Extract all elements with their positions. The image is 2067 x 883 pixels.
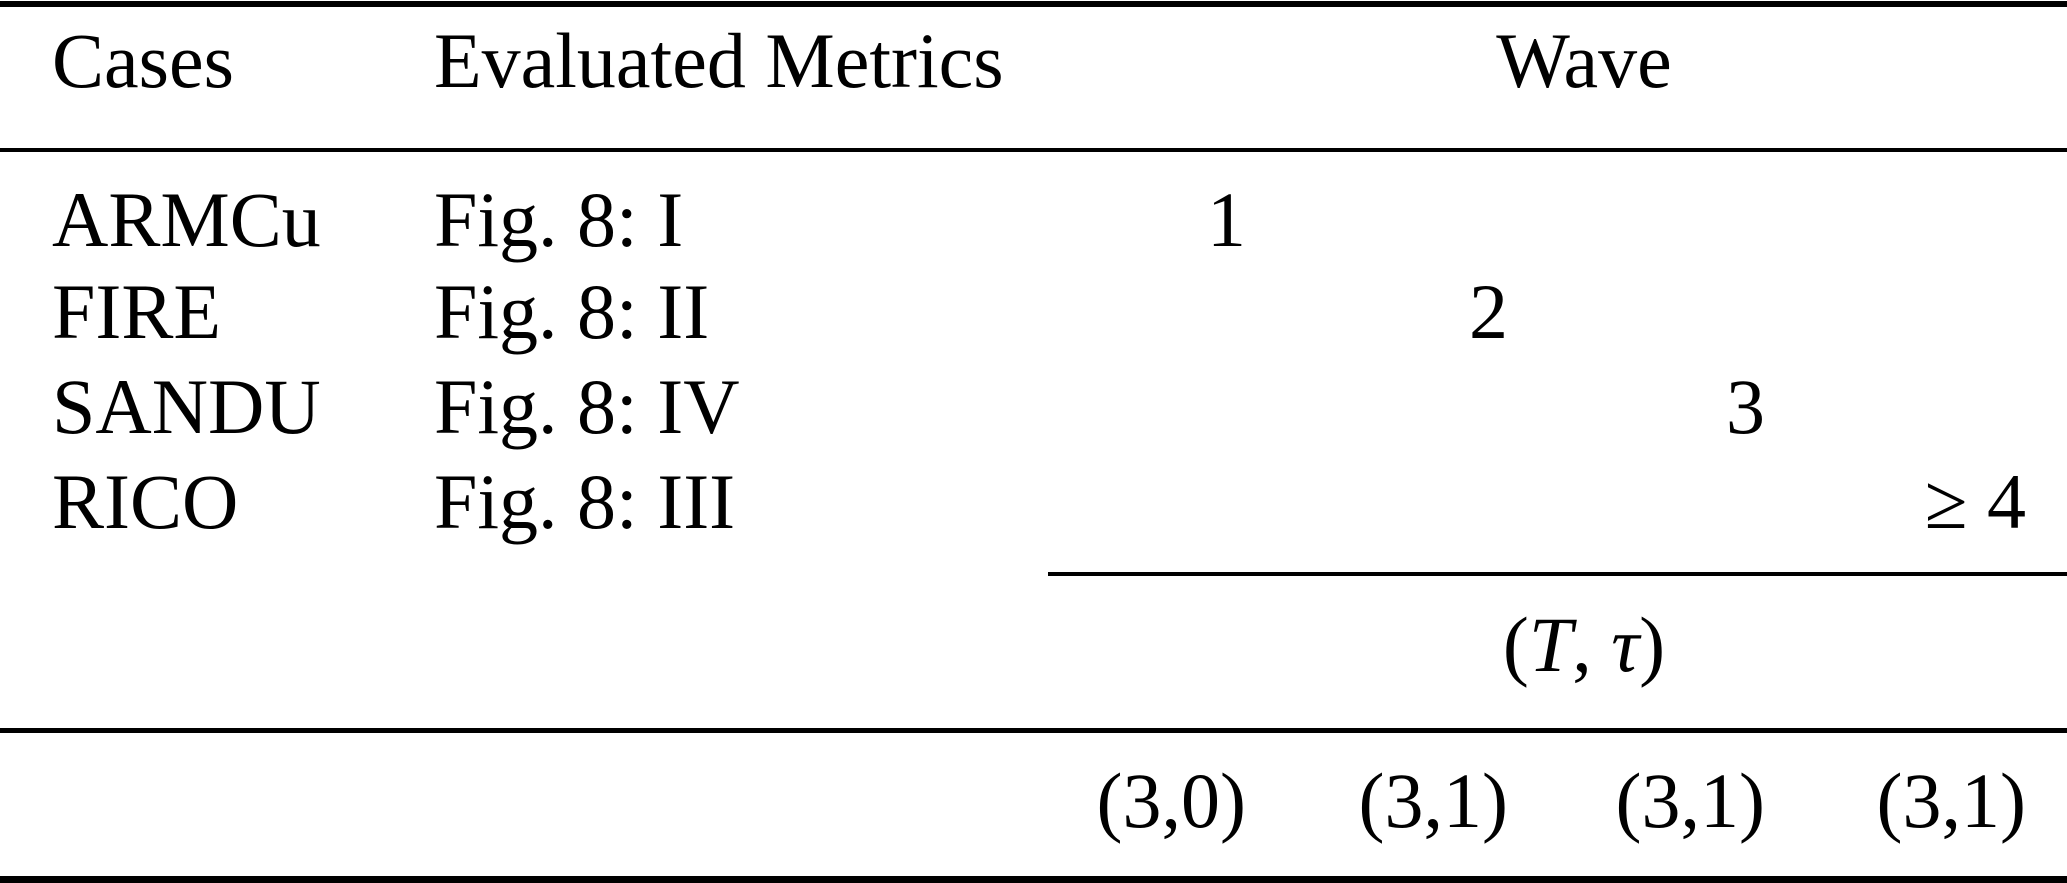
metric-label: Fig. 8: I bbox=[434, 176, 684, 263]
header-evaluated-metrics: Evaluated Metrics bbox=[434, 17, 1004, 104]
case-label: SANDU bbox=[52, 363, 321, 450]
t-tau-wave-3: (3,1) bbox=[1615, 757, 1765, 844]
symbol-tau: τ bbox=[1611, 601, 1640, 688]
metric-label: Fig. 8: II bbox=[434, 268, 710, 355]
comma-separator: , bbox=[1572, 601, 1612, 688]
metric-label: Fig. 8: III bbox=[434, 458, 736, 545]
metric-label: Fig. 8: IV bbox=[434, 363, 740, 450]
footer-rule bbox=[0, 728, 2067, 733]
wave-4-value: ≥ 4 bbox=[1924, 458, 2026, 545]
wave-1-value: 1 bbox=[1207, 176, 1246, 263]
header-wave: Wave bbox=[1496, 17, 1672, 104]
table-row: FIRE Fig. 8: II 2 bbox=[0, 273, 2067, 351]
header-row: Cases Evaluated Metrics Wave bbox=[0, 22, 2067, 100]
case-label: FIRE bbox=[52, 268, 222, 355]
t-tau-wave-1: (3,0) bbox=[1096, 757, 1246, 844]
footer-row: (3,0) (3,1) (3,1) (3,1) bbox=[0, 762, 2067, 840]
t-tau-row: (T, τ) bbox=[0, 606, 2067, 684]
paren-close: ) bbox=[1639, 601, 1666, 688]
table-row: ARMCu Fig. 8: I 1 bbox=[0, 181, 2067, 259]
wave-group-rule bbox=[1048, 572, 2067, 576]
t-tau-wave-4: (3,1) bbox=[1876, 757, 2026, 844]
wave-2-value: 2 bbox=[1469, 268, 1508, 355]
header-rule bbox=[0, 148, 2067, 152]
symbol-T: T bbox=[1528, 601, 1573, 688]
bottom-rule bbox=[0, 876, 2067, 883]
t-tau-label: (T, τ) bbox=[1104, 606, 2064, 684]
header-cases: Cases bbox=[52, 17, 234, 104]
wave-3-value: 3 bbox=[1726, 363, 1765, 450]
t-tau-wave-2: (3,1) bbox=[1358, 757, 1508, 844]
case-label: ARMCu bbox=[52, 176, 321, 263]
case-label: RICO bbox=[52, 458, 239, 545]
top-rule bbox=[0, 1, 2067, 7]
paren-open: ( bbox=[1502, 601, 1529, 688]
table-row: SANDU Fig. 8: IV 3 bbox=[0, 368, 2067, 446]
table-row: RICO Fig. 8: III ≥ 4 bbox=[0, 463, 2067, 541]
